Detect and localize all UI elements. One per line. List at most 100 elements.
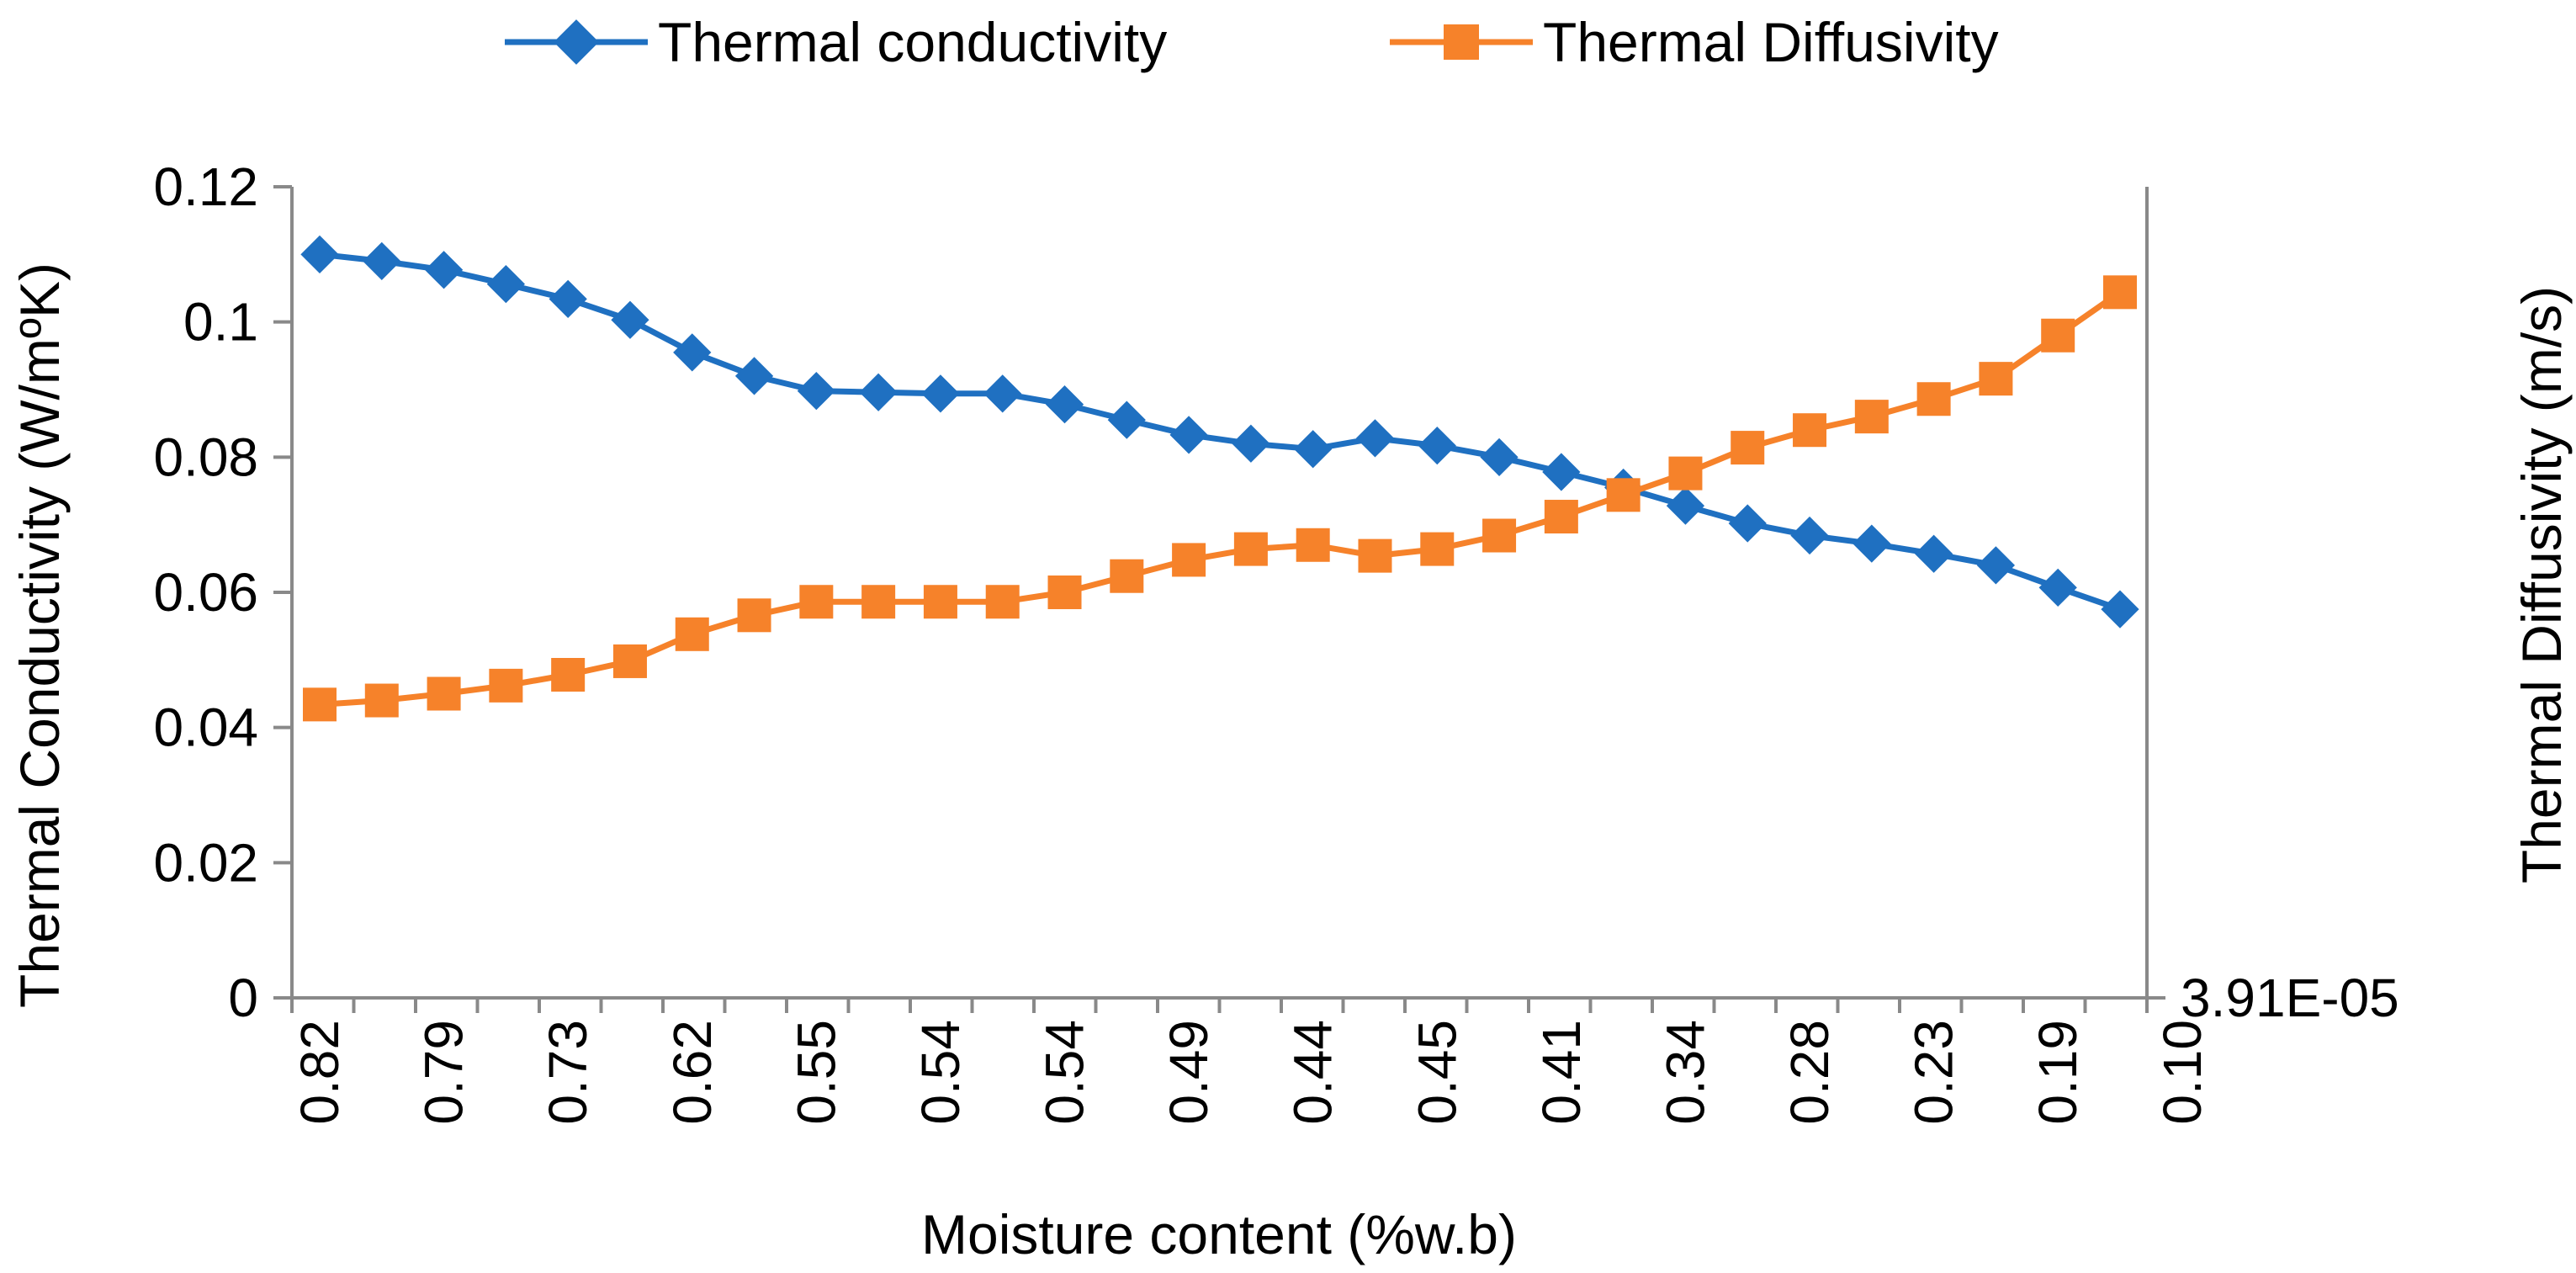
data-point-conductivity: [1790, 516, 1829, 555]
data-point-conductivity: [300, 235, 339, 273]
data-point-diffusivity: [799, 585, 834, 619]
data-point-diffusivity: [737, 598, 771, 633]
left-y-tick-label: 0.04: [153, 697, 258, 758]
data-point-diffusivity: [1047, 576, 1082, 609]
data-point-conductivity: [2038, 568, 2077, 607]
data-point-diffusivity: [985, 585, 1020, 619]
legend-marker-diamond: [554, 19, 599, 65]
data-point-conductivity: [1480, 438, 1519, 476]
data-point-diffusivity: [1606, 478, 1640, 512]
data-point-conductivity: [1852, 524, 1891, 563]
data-point-diffusivity: [861, 585, 896, 619]
data-point-conductivity: [673, 333, 712, 372]
data-point-diffusivity: [923, 585, 957, 619]
data-point-conductivity: [1666, 486, 1705, 525]
right-y-tick-label: 3.91E-05: [2181, 968, 2399, 1028]
axes: 0 0.02 0.04 0.06 0.08 0.1 0.12 3.91E-053.92E-0…: [153, 156, 2399, 1125]
data-point-diffusivity: [1233, 532, 1268, 566]
legend-label-diffusivity: Thermal Diffusivity: [1543, 11, 1999, 73]
data-point-conductivity: [363, 241, 401, 280]
data-point-diffusivity: [1668, 456, 1703, 491]
x-tick-label: 0.73: [538, 1020, 598, 1125]
data-point-conductivity: [2101, 590, 2139, 629]
data-point-diffusivity: [1854, 400, 1889, 434]
data-point-conductivity: [983, 374, 1022, 413]
x-axis-title: Moisture content (%w.b): [921, 1203, 1517, 1265]
data-point-diffusivity: [1916, 382, 1951, 416]
data-point-conductivity: [549, 279, 587, 318]
x-tick-label: 0.54: [1035, 1020, 1095, 1125]
x-tick-label: 0.34: [1655, 1020, 1715, 1125]
data-point-diffusivity: [612, 644, 647, 678]
left-y-ticks: 0 0.02 0.04 0.06 0.08 0.1 0.12: [153, 156, 292, 1028]
data-point-conductivity: [1107, 400, 1146, 439]
x-tick-label: 0.19: [2027, 1020, 2088, 1125]
x-tick-label: 0.28: [1779, 1020, 1840, 1125]
x-tick-label: 0.54: [910, 1020, 971, 1125]
left-y-tick-label: 0: [228, 968, 258, 1028]
legend-marker-square: [1444, 24, 1479, 60]
x-tick-label: 0.44: [1283, 1020, 1344, 1125]
data-point-conductivity: [1169, 416, 1208, 454]
data-point-diffusivity: [427, 676, 461, 711]
data-point-conductivity: [734, 357, 774, 395]
x-ticks: 0.82 0.79 0.73 0.62 0.55 0.54 0.54 0.49 0.44 0.45…: [289, 998, 2213, 1125]
left-y-tick-label: 0.08: [153, 427, 258, 487]
data-point-diffusivity: [1296, 528, 1330, 562]
data-point-diffusivity: [1420, 532, 1455, 566]
left-y-tick-label: 0.06: [153, 562, 258, 623]
legend-label-conductivity: Thermal conductivity: [658, 11, 1167, 73]
x-tick-label: 0.79: [414, 1020, 474, 1125]
left-y-tick-label: 0.1: [183, 292, 258, 353]
x-tick-label: 0.45: [1407, 1020, 1467, 1125]
data-point-conductivity: [1914, 534, 1953, 573]
series-line-diffusivity: [319, 289, 2123, 708]
left-y-tick-label: 0.02: [153, 832, 258, 893]
data-point-diffusivity: [1482, 518, 1517, 553]
data-point-conductivity: [1232, 424, 1270, 463]
x-tick-label: 0.10: [2152, 1020, 2213, 1125]
legend-item-conductivity: Thermal conductivity: [505, 11, 1167, 73]
data-point-diffusivity: [1172, 543, 1206, 577]
data-point-conductivity: [424, 251, 464, 289]
data-point-conductivity: [486, 265, 526, 304]
x-tick-label: 0.55: [786, 1020, 846, 1125]
data-point-diffusivity: [551, 658, 586, 692]
data-point-diffusivity: [2041, 318, 2075, 353]
left-y-axis-title: Thermal Conductivity (W/mºK): [8, 263, 71, 1008]
left-y-tick-label: 0.12: [153, 156, 258, 217]
data-point-conductivity: [1045, 385, 1084, 424]
data-point-diffusivity: [1731, 431, 1765, 465]
data-point-diffusivity: [1110, 559, 1144, 593]
data-point-conductivity: [921, 374, 960, 413]
data-point-conductivity: [1355, 419, 1395, 458]
data-point-diffusivity: [1793, 413, 1827, 448]
data-point-diffusivity: [489, 668, 523, 703]
data-point-diffusivity: [1544, 500, 1578, 534]
x-tick-label: 0.41: [1531, 1020, 1592, 1125]
right-y-ticks: 3.91E-053.92E-053.93E-053.94E-053.95E-05…: [2147, 968, 2399, 1028]
data-point-diffusivity: [675, 617, 709, 651]
data-point-diffusivity: [2103, 275, 2137, 310]
data-point-conductivity: [1294, 430, 1333, 469]
x-tick-label: 0.23: [1904, 1020, 1964, 1125]
data-point-conductivity: [1976, 546, 2016, 585]
legend: Thermal conductivity Thermal Diffusivity: [505, 11, 1999, 73]
data-point-diffusivity: [303, 687, 337, 722]
right-y-axis-title: Thermal Diffusivity (m/s): [2510, 286, 2573, 883]
x-tick-label: 0.82: [289, 1020, 350, 1125]
data-point-conductivity: [1728, 504, 1767, 543]
data-point-conductivity: [611, 300, 649, 339]
x-tick-label: 0.49: [1158, 1020, 1219, 1125]
data-point-diffusivity: [1979, 362, 2013, 396]
data-point-diffusivity: [364, 683, 399, 718]
data-point-diffusivity: [1358, 538, 1392, 573]
data-point-conductivity: [1418, 427, 1456, 465]
series-layer: [300, 235, 2139, 722]
data-point-conductivity: [859, 373, 898, 411]
data-point-conductivity: [797, 371, 835, 411]
legend-item-diffusivity: Thermal Diffusivity: [1390, 11, 1999, 73]
data-point-conductivity: [1542, 453, 1581, 491]
x-tick-label: 0.62: [662, 1020, 723, 1125]
